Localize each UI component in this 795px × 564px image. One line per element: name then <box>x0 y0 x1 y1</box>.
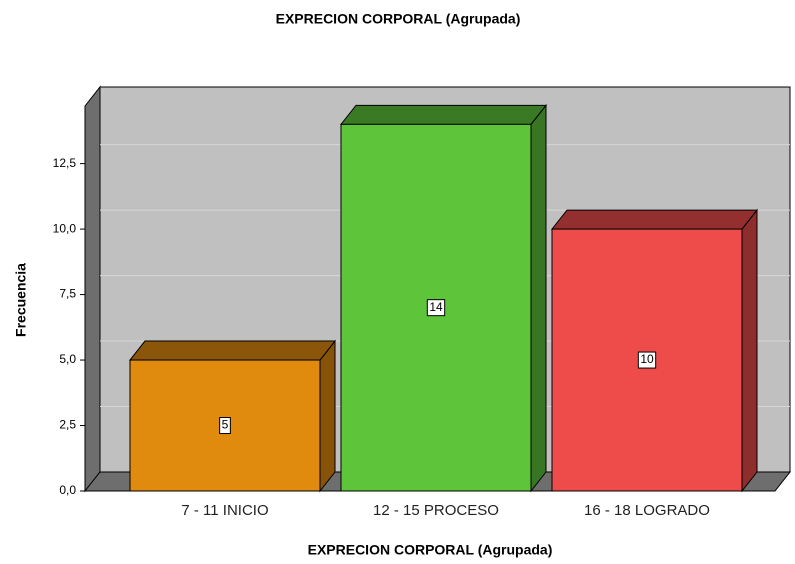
y-tick-label: 12,5 <box>53 156 77 170</box>
y-tick-label: 0,0 <box>59 483 76 497</box>
left-wall <box>84 85 101 493</box>
bar-side <box>530 103 547 493</box>
y-tick-label: 2,5 <box>59 418 76 432</box>
value-label: 10 <box>640 352 654 366</box>
y-tick-label: 10,0 <box>53 221 77 235</box>
x-axis-label: EXPRECION CORPORAL (Agrupada) <box>308 542 553 558</box>
x-tick-label: 7 - 11 INICIO <box>181 502 268 519</box>
bar-side <box>319 339 336 493</box>
y-tick-label: 5,0 <box>59 352 76 366</box>
y-axis-label: Frecuencia <box>13 263 29 337</box>
value-label-box <box>426 299 446 317</box>
bar-side <box>741 208 758 493</box>
bar-top <box>339 104 548 125</box>
bar-top <box>550 209 759 230</box>
value-label-box <box>219 417 231 435</box>
x-tick-label: 12 - 15 PROCESO <box>373 502 499 519</box>
chart-title: EXPRECION CORPORAL (Agrupada) <box>276 11 521 27</box>
value-label-box <box>637 351 657 369</box>
y-tick-label: 7,5 <box>59 287 76 301</box>
x-tick-label: 16 - 18 LOGRADO <box>584 502 710 519</box>
bar-top <box>128 340 337 361</box>
value-label: 14 <box>429 300 443 314</box>
value-label: 5 <box>222 418 229 432</box>
